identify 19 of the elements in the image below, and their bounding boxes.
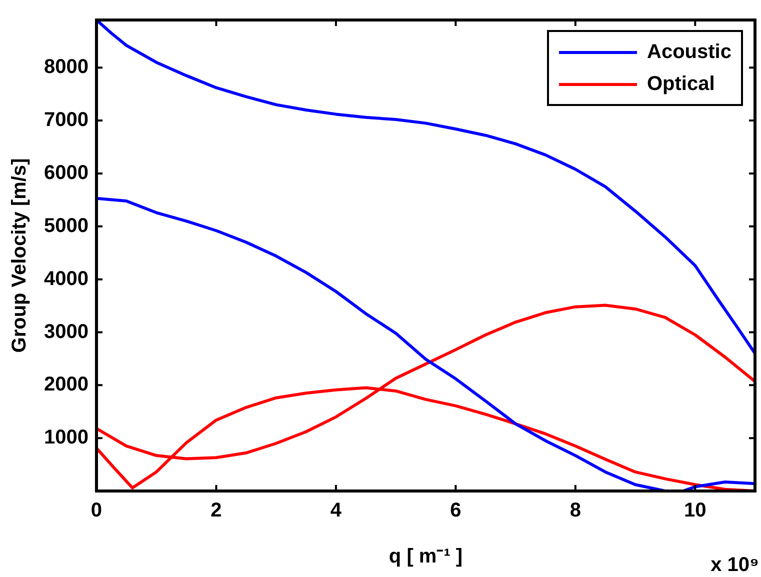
legend-label: Optical	[647, 72, 715, 96]
y-tick-label: 4000	[44, 268, 88, 290]
y-tick-label: 8000	[44, 56, 88, 78]
legend-label: Acoustic	[647, 40, 732, 64]
x-tick-label: 8	[570, 500, 581, 522]
y-tick-label: 2000	[44, 374, 88, 396]
y-tick-label: 5000	[44, 214, 88, 237]
x-axis-title: q [ m⁻¹ ]	[388, 546, 463, 568]
x-tick-label: 2	[210, 500, 222, 522]
y-tick-label: 6000	[44, 162, 88, 184]
y-tick-label: 3000	[44, 320, 88, 343]
y-axis-title: Group Velocity [m/s]	[8, 158, 31, 353]
y-tick-label: 1000	[44, 426, 88, 449]
x-tick-label: 6	[450, 500, 462, 522]
text: x 10⁹	[710, 554, 759, 577]
x-tick-label: 0	[90, 500, 102, 522]
x-tick-label: 4	[330, 500, 342, 522]
x-tick-label: 10	[684, 500, 706, 522]
y-tick-label: 7000	[44, 109, 88, 132]
